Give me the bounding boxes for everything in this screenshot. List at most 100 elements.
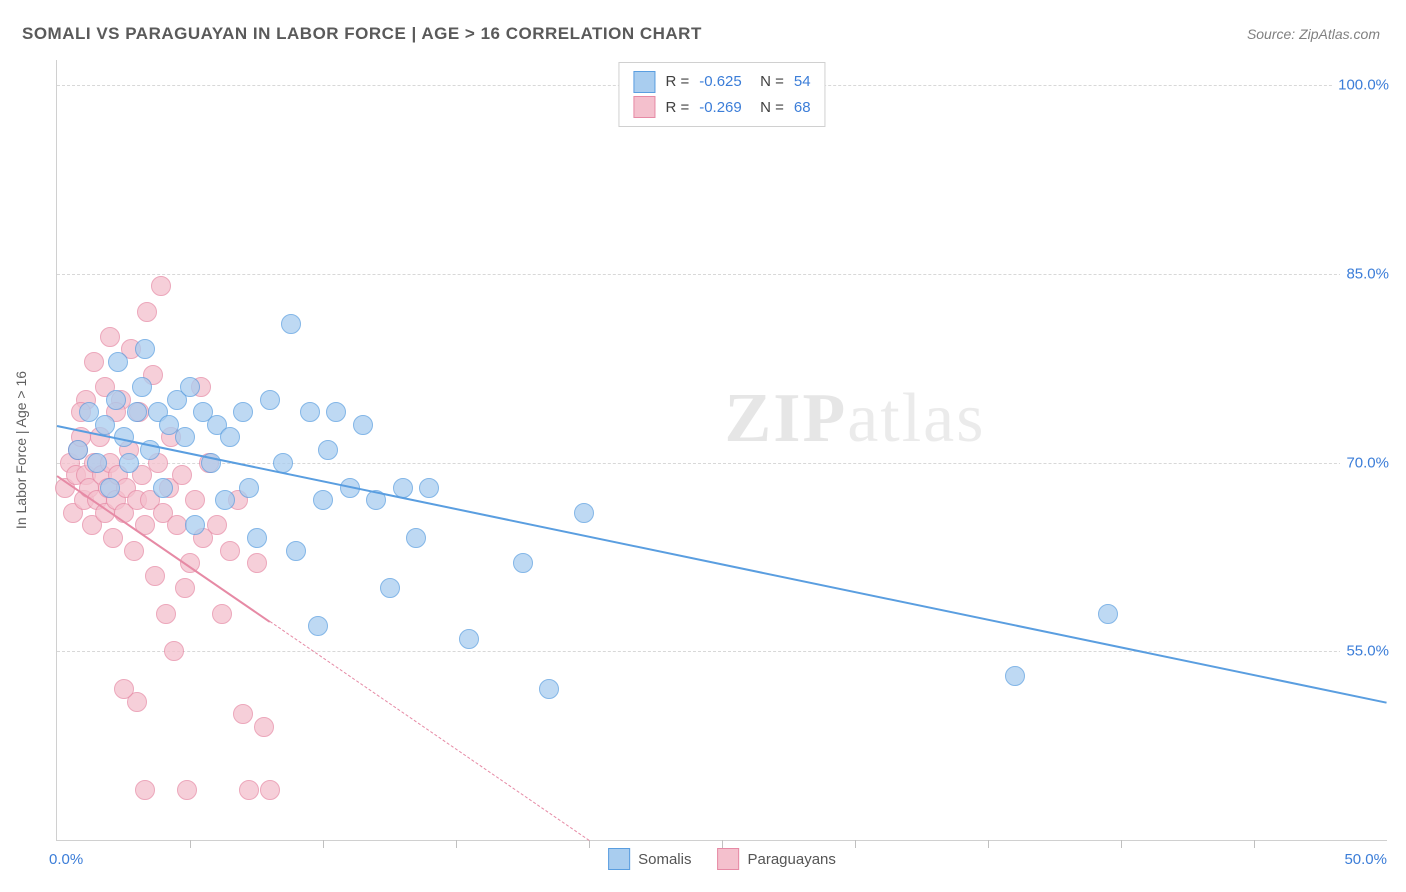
data-point [114, 679, 134, 699]
y-tick-label: 70.0% [1340, 454, 1389, 471]
swatch-somalis [633, 71, 655, 93]
legend-r-label: R = [665, 69, 689, 95]
grid-line [57, 651, 1387, 652]
legend-r-label: R = [665, 95, 689, 121]
data-point [286, 541, 306, 561]
data-point [137, 302, 157, 322]
legend-series: Somalis Paraguayans [608, 848, 836, 870]
y-axis-title: In Labor Force | Age > 16 [13, 371, 29, 529]
data-point [185, 490, 205, 510]
x-axis-max-label: 50.0% [1344, 851, 1387, 868]
data-point [124, 541, 144, 561]
data-point [151, 276, 171, 296]
data-point [135, 780, 155, 800]
data-point [106, 390, 126, 410]
source-prefix: Source: [1247, 26, 1299, 42]
data-point [119, 453, 139, 473]
data-point [539, 679, 559, 699]
data-point [212, 604, 232, 624]
data-point [254, 717, 274, 737]
data-point [260, 780, 280, 800]
data-point [167, 515, 187, 535]
watermark-bold: ZIP [725, 380, 848, 457]
data-point [175, 578, 195, 598]
x-tick [1121, 840, 1122, 848]
data-point [406, 528, 426, 548]
x-tick [722, 840, 723, 848]
data-point [233, 704, 253, 724]
data-point [95, 415, 115, 435]
swatch-paraguayans [633, 96, 655, 118]
source-attribution: Source: ZipAtlas.com [1247, 26, 1380, 42]
legend-r-value-1: -0.269 [699, 95, 742, 121]
legend-item-paraguayans: Paraguayans [717, 848, 835, 870]
x-axis-min-label: 0.0% [49, 851, 83, 868]
data-point [175, 427, 195, 447]
chart-title: SOMALI VS PARAGUAYAN IN LABOR FORCE | AG… [22, 24, 702, 44]
data-point [1005, 666, 1025, 686]
data-point [108, 352, 128, 372]
legend-label: Somalis [638, 851, 691, 868]
data-point [318, 440, 338, 460]
legend-item-somalis: Somalis [608, 848, 691, 870]
data-point [380, 578, 400, 598]
legend-row-paraguayans: R = -0.269 N = 68 [633, 95, 810, 121]
legend-n-label: N = [752, 69, 784, 95]
data-point [513, 553, 533, 573]
data-point [156, 604, 176, 624]
data-point [239, 478, 259, 498]
data-point [84, 352, 104, 372]
data-point [135, 339, 155, 359]
swatch-icon [717, 848, 739, 870]
data-point [247, 528, 267, 548]
data-point [459, 629, 479, 649]
data-point [239, 780, 259, 800]
data-point [132, 377, 152, 397]
data-point [145, 566, 165, 586]
data-point [220, 541, 240, 561]
data-point [281, 314, 301, 334]
data-point [172, 465, 192, 485]
x-tick [855, 840, 856, 848]
data-point [153, 478, 173, 498]
watermark: ZIPatlas [725, 379, 986, 459]
grid-line [57, 463, 1387, 464]
legend-n-value-1: 68 [794, 95, 811, 121]
swatch-icon [608, 848, 630, 870]
data-point [220, 427, 240, 447]
legend-n-label: N = [752, 95, 784, 121]
legend-row-somalis: R = -0.625 N = 54 [633, 69, 810, 95]
data-point [326, 402, 346, 422]
data-point [1098, 604, 1118, 624]
data-point [164, 641, 184, 661]
x-tick [323, 840, 324, 848]
legend-n-value-0: 54 [794, 69, 811, 95]
x-tick [190, 840, 191, 848]
grid-line [57, 274, 1387, 275]
legend-label: Paraguayans [747, 851, 835, 868]
y-tick-label: 85.0% [1340, 265, 1389, 282]
y-tick-label: 100.0% [1332, 77, 1389, 94]
data-point [574, 503, 594, 523]
scatter-chart: In Labor Force | Age > 16 ZIPatlas R = -… [56, 60, 1387, 841]
data-point [308, 616, 328, 636]
data-point [260, 390, 280, 410]
data-point [185, 515, 205, 535]
data-point [127, 402, 147, 422]
data-point [247, 553, 267, 573]
data-point [233, 402, 253, 422]
x-tick [1254, 840, 1255, 848]
data-point [103, 528, 123, 548]
legend-correlation: R = -0.625 N = 54 R = -0.269 N = 68 [618, 62, 825, 127]
data-point [215, 490, 235, 510]
data-point [353, 415, 373, 435]
data-point [207, 515, 227, 535]
data-point [419, 478, 439, 498]
source-link[interactable]: ZipAtlas.com [1299, 26, 1380, 42]
trend-line [270, 621, 590, 841]
data-point [177, 780, 197, 800]
x-tick [988, 840, 989, 848]
data-point [100, 327, 120, 347]
watermark-light: atlas [847, 380, 985, 457]
legend-r-value-0: -0.625 [699, 69, 742, 95]
